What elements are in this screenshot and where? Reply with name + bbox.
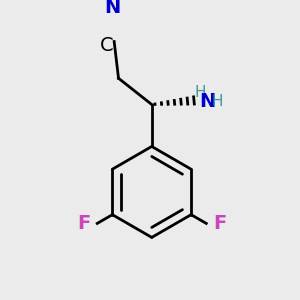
Text: F: F — [77, 214, 90, 233]
Text: F: F — [213, 214, 226, 233]
Text: C: C — [100, 36, 114, 56]
Text: N: N — [199, 92, 215, 111]
Text: N: N — [104, 0, 121, 17]
Text: H: H — [195, 85, 206, 100]
Text: H: H — [211, 94, 223, 110]
